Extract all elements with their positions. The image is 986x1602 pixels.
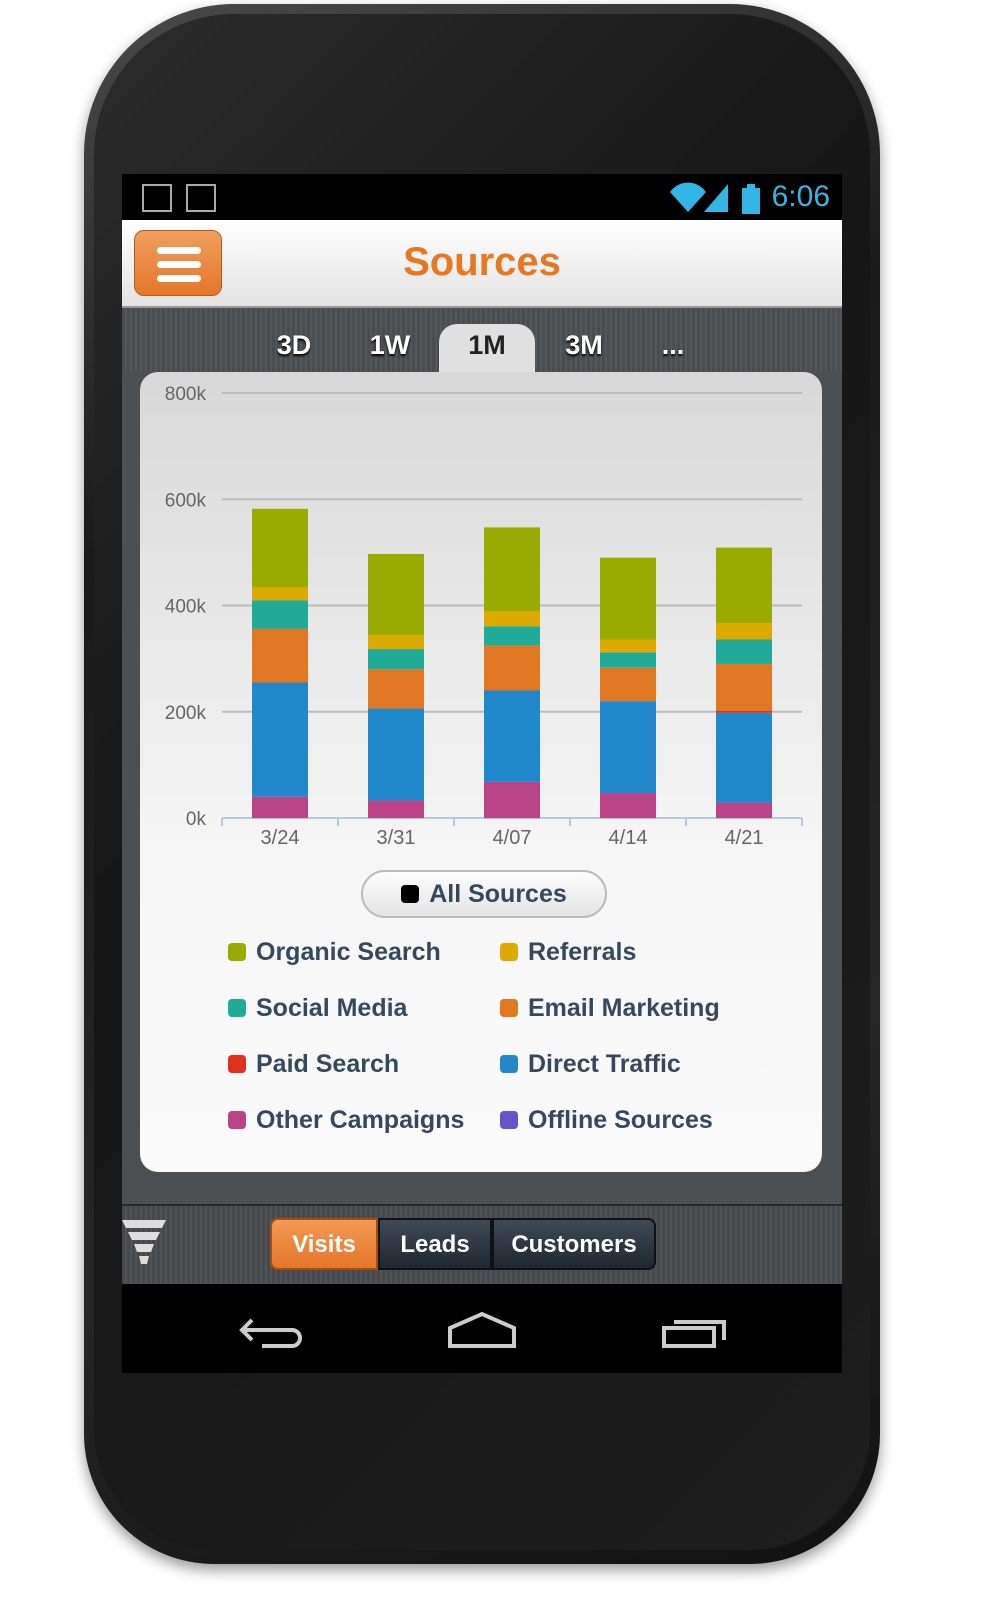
page-title: Sources: [403, 240, 561, 284]
y-tick-label: 600k: [165, 490, 207, 511]
tab-3d[interactable]: 3D: [276, 330, 312, 360]
square-icon: [401, 885, 420, 903]
legend-item[interactable]: Organic Search: [228, 938, 441, 967]
status-bar: 6:06: [122, 174, 842, 220]
status-icons: [670, 182, 760, 214]
all-sources-label: All Sources: [429, 880, 567, 908]
legend-label: Offline Sources: [528, 1106, 713, 1134]
chart-card: 0k 200k 400k 600k 800k 3/24 3/31 4/07 4/14 4/21 A…: [140, 372, 822, 1172]
bar-segment-email-marketing[interactable]: [484, 645, 540, 691]
android-nav-bar: [122, 1284, 842, 1373]
all-sources-button[interactable]: All Sources: [361, 870, 607, 918]
bar-segment-organic-search[interactable]: [600, 557, 656, 640]
tab-customers[interactable]: Customers: [492, 1218, 656, 1270]
bar-segment-direct-traffic[interactable]: [600, 701, 656, 794]
y-tick-label: 400k: [165, 597, 207, 618]
bar-segment-paid-search[interactable]: [716, 710, 772, 713]
legend-item[interactable]: Offline Sources: [500, 1106, 713, 1135]
bar-segment-referrals[interactable]: [600, 639, 656, 653]
bar-segment-organic-search[interactable]: [484, 527, 540, 612]
bar-segment-social-media[interactable]: [252, 600, 308, 629]
gallery-icon: [186, 184, 216, 212]
nav-icons: [239, 1311, 726, 1348]
legend-swatch: [500, 1111, 518, 1129]
bar-segment-social-media[interactable]: [484, 626, 540, 646]
bar-segment-referrals[interactable]: [252, 587, 308, 601]
wifi-icon: [670, 182, 706, 212]
bar-segment-organic-search[interactable]: [716, 547, 772, 624]
bar-segment-referrals[interactable]: [368, 635, 424, 650]
bar-segment-social-media[interactable]: [600, 652, 656, 668]
battery-icon: [742, 188, 760, 214]
legend-item[interactable]: Paid Search: [228, 1050, 399, 1079]
legend-swatch: [228, 1111, 246, 1129]
x-tick-label: 4/14: [609, 827, 648, 849]
bar-segment-email-marketing[interactable]: [368, 669, 424, 709]
bar-segment-email-marketing[interactable]: [252, 628, 308, 683]
legend-label: Email Marketing: [528, 994, 720, 1022]
bar-segment-social-media[interactable]: [716, 639, 772, 664]
stacked-bar-chart: 0k 200k 400k 600k 800k 3/24 3/31 4/07 4/14 4/21: [165, 384, 803, 849]
x-tick-label: 4/21: [725, 827, 764, 849]
legend-swatch: [228, 943, 246, 961]
tab-leads[interactable]: Leads: [378, 1218, 492, 1270]
tab-more[interactable]: ...: [661, 330, 685, 360]
signal-icon: [704, 184, 728, 212]
bar-segment-social-media[interactable]: [368, 649, 424, 670]
x-tick-label: 4/07: [493, 827, 532, 849]
bar-segment-organic-search[interactable]: [252, 508, 308, 588]
legend-swatch: [500, 999, 518, 1017]
legend-item[interactable]: Referrals: [500, 938, 636, 967]
legend-item[interactable]: Other Campaigns: [228, 1106, 464, 1135]
y-tick-label: 200k: [165, 703, 207, 724]
legend-swatch: [228, 1055, 246, 1073]
bar-segment-referrals[interactable]: [484, 611, 540, 627]
tab-1w[interactable]: 1W: [369, 330, 411, 360]
tab-3m[interactable]: 3M: [565, 330, 603, 360]
y-tick-label: 0k: [186, 809, 207, 830]
bar-segment-direct-traffic[interactable]: [252, 682, 308, 797]
bar-segment-email-marketing[interactable]: [716, 663, 772, 711]
legend-item[interactable]: Email Marketing: [500, 994, 720, 1023]
back-icon[interactable]: [239, 1318, 302, 1348]
bar-segment-other-campaigns[interactable]: [252, 796, 308, 818]
legend-label: Direct Traffic: [528, 1050, 681, 1078]
legend-label: Referrals: [528, 938, 637, 966]
funnel-icon[interactable]: [122, 1220, 166, 1268]
x-tick-label: 3/24: [261, 827, 300, 849]
bar-segment-other-campaigns[interactable]: [368, 800, 424, 818]
x-tick-label: 3/31: [377, 827, 416, 849]
legend-label: Social Media: [256, 994, 408, 1022]
screen: 6:06 Sources 3D 1W 1M 3M ... 0k 200k 400k 6…: [122, 174, 842, 1373]
recents-icon[interactable]: [662, 1320, 726, 1348]
legend-item[interactable]: Direct Traffic: [500, 1050, 681, 1079]
bar-segment-direct-traffic[interactable]: [484, 690, 540, 782]
bar-segment-organic-search[interactable]: [368, 553, 424, 636]
legend-swatch: [500, 1055, 518, 1073]
tab-visits[interactable]: Visits: [270, 1218, 378, 1270]
legend-swatch: [228, 999, 246, 1017]
bar-segment-other-campaigns[interactable]: [484, 781, 540, 818]
y-tick-label: 800k: [165, 384, 207, 405]
tab-1m[interactable]: 1M: [439, 324, 535, 372]
legend-item[interactable]: Social Media: [228, 994, 407, 1023]
hamburger-icon: [157, 247, 201, 254]
home-icon[interactable]: [448, 1311, 516, 1348]
legend-label: Paid Search: [256, 1050, 400, 1078]
bar-segment-direct-traffic[interactable]: [716, 712, 772, 803]
menu-button[interactable]: [134, 230, 222, 296]
bar-segment-referrals[interactable]: [716, 623, 772, 640]
bottom-bar: Visits Leads Customers: [122, 1204, 842, 1284]
bar-segment-other-campaigns[interactable]: [716, 802, 772, 818]
legend-label: Other Campaigns: [256, 1106, 465, 1134]
bar-segment-other-campaigns[interactable]: [600, 793, 656, 818]
bar-segment-email-marketing[interactable]: [600, 667, 656, 702]
clock: 6:06: [771, 180, 830, 213]
legend-swatch: [500, 943, 518, 961]
range-tabs: 3D 1W 1M 3M ...: [122, 308, 842, 372]
gmail-icon: [142, 184, 172, 212]
legend-label: Organic Search: [256, 938, 441, 966]
bar-segment-direct-traffic[interactable]: [368, 708, 424, 801]
app-header: Sources: [122, 220, 842, 308]
